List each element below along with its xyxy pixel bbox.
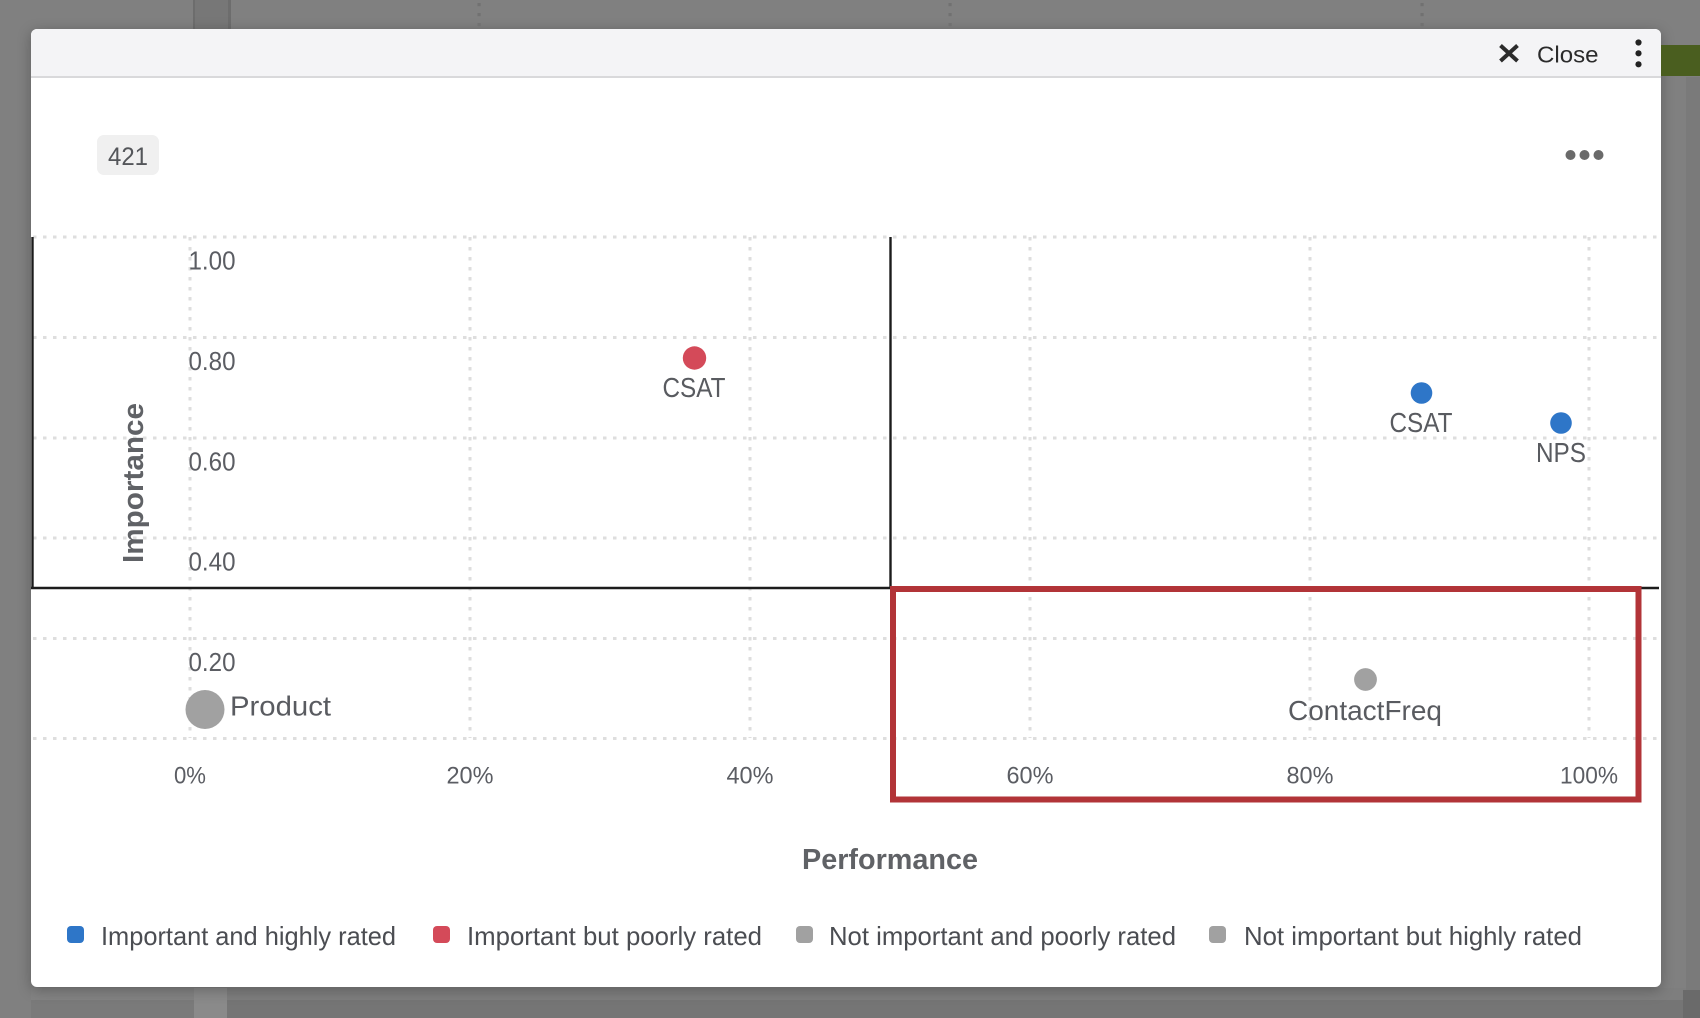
svg-text:40%: 40%: [727, 763, 774, 790]
svg-text:0.60: 0.60: [189, 449, 236, 477]
svg-text:ContactFreq: ContactFreq: [1288, 695, 1442, 726]
svg-text:Importance: Importance: [118, 403, 150, 563]
svg-text:1.00: 1.00: [189, 248, 236, 276]
svg-text:100%: 100%: [1560, 763, 1618, 790]
svg-text:CSAT: CSAT: [1390, 407, 1453, 438]
svg-text:Close: Close: [1537, 42, 1599, 68]
svg-text:Not important and poorly rated: Not important and poorly rated: [829, 923, 1176, 951]
svg-text:Performance: Performance: [802, 844, 978, 876]
svg-text:80%: 80%: [1287, 763, 1334, 790]
svg-text:Not important but highly rated: Not important but highly rated: [1244, 923, 1582, 951]
svg-text:0%: 0%: [174, 763, 206, 790]
svg-text:421: 421: [108, 143, 148, 171]
svg-text:Important and highly rated: Important and highly rated: [101, 923, 396, 951]
svg-text:NPS: NPS: [1536, 437, 1586, 468]
svg-text:0.40: 0.40: [189, 549, 236, 577]
svg-text:20%: 20%: [447, 763, 494, 790]
svg-text:Product: Product: [230, 691, 331, 722]
svg-text:CSAT: CSAT: [663, 372, 726, 403]
svg-text:0.80: 0.80: [189, 348, 236, 376]
svg-text:0.20: 0.20: [189, 649, 236, 677]
svg-text:60%: 60%: [1007, 763, 1054, 790]
svg-text:Important but poorly rated: Important but poorly rated: [467, 923, 762, 951]
